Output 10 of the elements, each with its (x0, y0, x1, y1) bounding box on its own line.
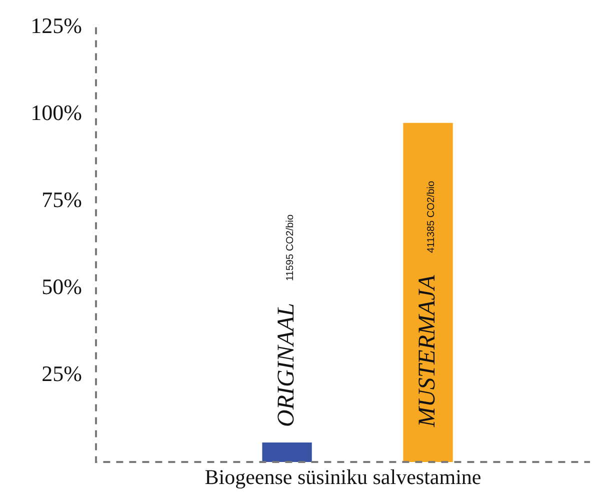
y-tick-label: 100% (30, 100, 82, 125)
y-tick-label: 50% (42, 274, 82, 299)
annotation: 411385 CO2/bio (426, 180, 437, 254)
x-axis-title: Biogeense süsiniku salvestamine (204, 464, 482, 489)
y-tick-label: 125% (30, 12, 82, 38)
x-tick-label: MUSTERMAJA (414, 274, 440, 428)
x-tick-label: ORIGINAAL (273, 303, 300, 427)
y-tick-label: 75% (42, 186, 82, 212)
y-tick-label: 25% (42, 360, 82, 386)
annotation: 11595 CO2/bio (284, 214, 296, 282)
